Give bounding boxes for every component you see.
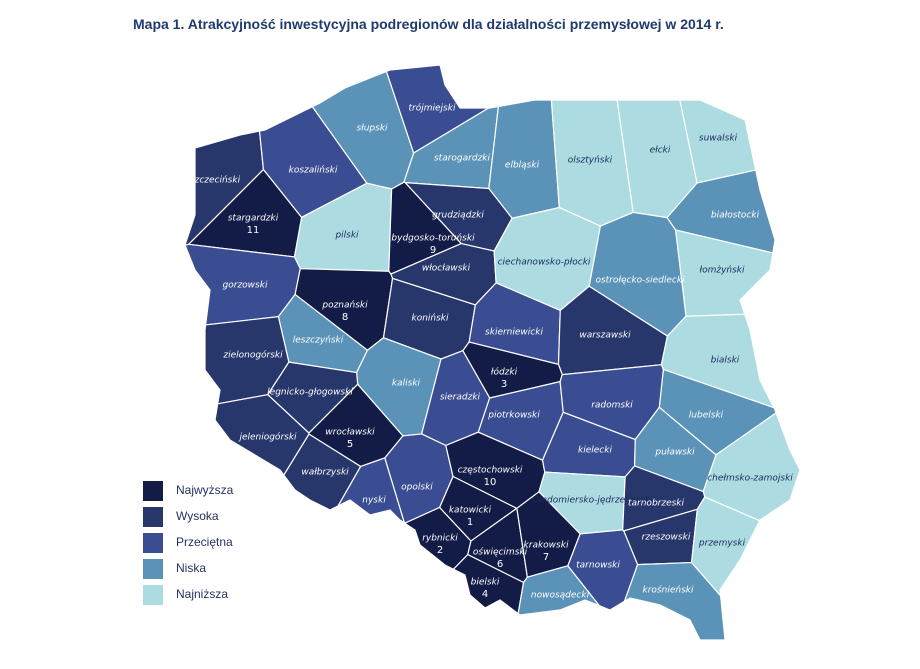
region-label: legnicko-głogowski <box>267 388 353 398</box>
region-label: rybnicki <box>422 534 458 544</box>
region-label: wrocławski <box>325 428 375 438</box>
region-label: skierniewicki <box>485 328 543 338</box>
region-label: szczeciński <box>190 176 241 186</box>
legend-label: Wysoka <box>176 509 219 523</box>
region-label: sandomiersko-jędrzejowski <box>531 496 653 506</box>
region-label: koszaliński <box>289 166 338 176</box>
region-label: radomski <box>591 401 633 411</box>
region-label: kaliski <box>392 379 421 389</box>
region-label: koniński <box>411 314 449 324</box>
region <box>283 433 362 511</box>
legend-label: Przeciętna <box>176 535 233 549</box>
region-rank: 2 <box>437 545 443 556</box>
region-label: stargardzki <box>228 214 279 224</box>
region-rank: 9 <box>430 245 436 256</box>
region-label: białostocki <box>711 211 760 221</box>
region-label: jeleniogórski <box>237 432 297 443</box>
region-rank: 7 <box>543 552 549 563</box>
region-rank: 4 <box>482 589 488 600</box>
region <box>488 99 560 219</box>
region <box>336 457 406 525</box>
region-rank: 1 <box>467 517 473 528</box>
region-label: krakowski <box>524 541 569 551</box>
legend: Najwyższa Wysoka Przeciętna Niska Najniższa <box>143 481 234 605</box>
legend-label: Najwyższa <box>176 483 234 497</box>
region-rank: 5 <box>347 439 353 450</box>
region-label: elbląski <box>505 161 540 171</box>
region-label: katowicki <box>449 506 492 516</box>
region-rank: 11 <box>247 225 260 236</box>
region-label: ciechanowsko-płocki <box>498 258 591 268</box>
region-label: łódzki <box>491 367 518 378</box>
region-label: suwalski <box>699 134 738 144</box>
region-label: puławski <box>654 448 695 458</box>
region-label: sieradzki <box>440 393 481 403</box>
region-label: wałbrzyski <box>301 468 349 478</box>
region-label: kielecki <box>578 446 612 456</box>
region-label: częstochowski <box>458 466 523 476</box>
map-title: Mapa 1. Atrakcyjność inwestycyjna podreg… <box>133 16 724 32</box>
region-label: warszawski <box>579 331 631 341</box>
region-label: opolski <box>401 483 433 493</box>
region-label: bielski <box>471 578 500 588</box>
legend-label: Najniższa <box>176 587 228 601</box>
region-label: olsztyński <box>568 156 613 166</box>
region-label: starogardzki <box>434 154 491 164</box>
region-label: piotrkowski <box>487 411 540 421</box>
region-label: lubelski <box>689 411 724 421</box>
region-label: ełcki <box>650 146 671 156</box>
region-label: gorzowski <box>223 281 268 291</box>
region-label: krośnieński <box>643 585 694 596</box>
region-label: nyski <box>362 496 386 506</box>
region-label: chełmsko-zamojski <box>707 474 793 484</box>
legend-label: Niska <box>176 561 206 575</box>
region-rank: 10 <box>484 477 497 488</box>
region-label: włocławski <box>422 264 471 274</box>
region-label: słupski <box>356 124 388 134</box>
region-label: rzeszowski <box>642 533 691 543</box>
region-rank: 8 <box>342 312 348 323</box>
legend-swatch <box>143 481 163 501</box>
legend-swatch <box>143 585 163 605</box>
region-label: leszczyński <box>293 336 344 346</box>
region-label: bialski <box>711 356 740 366</box>
region-label: przemyski <box>698 539 746 549</box>
region-label: pilski <box>334 231 359 241</box>
legend-swatch <box>143 559 163 579</box>
regions <box>184 64 801 641</box>
region-rank: 3 <box>501 379 507 390</box>
legend-swatch <box>143 507 163 527</box>
region-label: trójmiejski <box>409 103 456 114</box>
region-label: tarnowski <box>576 561 620 571</box>
region-label: nowosądecki <box>531 591 590 601</box>
legend-swatch <box>143 533 163 553</box>
region-label: oświęcimski <box>473 547 528 558</box>
region <box>679 99 757 184</box>
region <box>567 529 639 611</box>
region <box>452 553 525 615</box>
region-label: bydgosko-toruński <box>391 234 475 244</box>
region-label: zielonogórski <box>222 350 283 361</box>
region-label: ostrołęcko-siedlecki <box>595 276 685 286</box>
region-rank: 6 <box>497 559 503 570</box>
region-label: grudziądzki <box>432 211 484 221</box>
region-label: łomżyński <box>699 266 745 276</box>
region-label: tarnobrzeski <box>628 499 685 509</box>
region-label: poznański <box>321 301 368 311</box>
region <box>623 561 726 641</box>
region <box>517 565 602 616</box>
